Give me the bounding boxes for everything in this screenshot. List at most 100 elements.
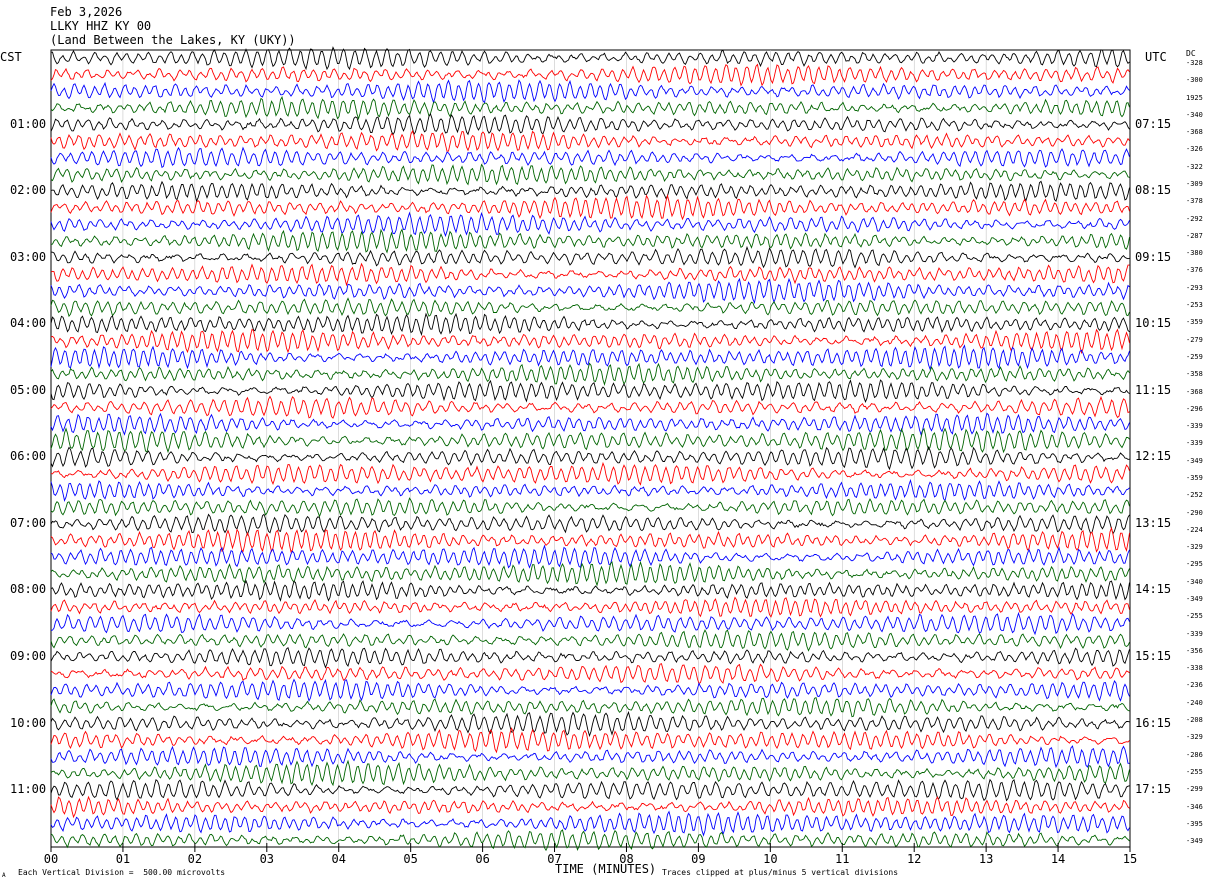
seismic-trace [50,710,1130,738]
dc-offset-value: -349 [1186,837,1203,846]
footer-mark: A [2,872,6,879]
left-timezone: CST [0,50,22,64]
x-tick-label: 07 [547,852,562,866]
dc-offset-value: -378 [1186,197,1203,206]
dc-offset-value: -339 [1186,439,1203,448]
dc-offset-value: -279 [1186,335,1203,344]
dc-offset-value: 1925 [1186,93,1203,102]
seismic-trace [50,163,1130,186]
right-hour-label: 16:15 [1135,715,1172,730]
x-tick-label: 01 [115,852,131,866]
x-tick-label: 08 [619,852,634,866]
dc-offset-value: -296 [1186,404,1203,413]
dc-offset-value: -326 [1186,145,1203,154]
dc-offset-value: -349 [1186,595,1203,604]
seismic-trace [50,596,1130,618]
x-axis-label: TIME (MINUTES) [555,862,657,876]
right-hour-label: 07:15 [1135,116,1172,131]
seismic-trace [50,647,1130,669]
dc-offset-value: -255 [1186,767,1203,776]
right-hour-label: 08:15 [1135,183,1172,198]
seismic-trace [50,445,1130,471]
plot-date: Feb 3,2026 [50,5,123,19]
left-hour-label: 06:00 [10,449,47,464]
seismic-trace [50,778,1130,802]
left-hour-label: 11:00 [10,782,47,797]
right-hour-label: 11:15 [1135,382,1172,397]
seismic-trace [50,427,1130,454]
seismic-trace [50,312,1130,337]
x-tick-label: 14 [1050,852,1066,866]
dc-offset-value: -340 [1186,110,1203,119]
dc-header: DC [1186,49,1196,58]
dc-offset-value: -346 [1186,802,1203,811]
seismic-trace [50,810,1130,837]
dc-offset-value: -359 [1186,473,1203,482]
seismic-trace [50,245,1130,269]
seismic-trace [50,228,1130,254]
dc-offset-value: -292 [1186,214,1203,223]
left-hour-label: 10:00 [10,715,47,730]
x-tick-label: 15 [1122,852,1138,866]
dc-offset-value: -259 [1186,352,1203,361]
x-tick-label: 11 [835,852,850,866]
dc-offset-value: -240 [1186,698,1203,707]
dc-offset-value: -293 [1186,283,1203,292]
dc-offset-value: -309 [1186,180,1203,189]
seismic-trace [50,211,1130,238]
seismic-trace [50,277,1130,305]
dc-offset-value: -287 [1186,231,1203,240]
dc-offset-value: -339 [1186,422,1203,431]
seismic-trace [50,180,1130,203]
seismic-trace [50,745,1130,769]
seismic-trace [50,497,1130,518]
right-hour-label: 10:15 [1135,316,1172,331]
seismic-trace [50,193,1130,221]
seismic-trace [50,461,1130,486]
seismic-trace [50,297,1130,318]
seismic-trace [50,513,1130,536]
seismic-trace [50,526,1130,553]
dc-offset-value: -329 [1186,543,1203,552]
x-tick-label: 06 [475,852,490,866]
seismic-trace [50,579,1130,602]
seismic-trace [50,611,1130,636]
dc-offset-value: -253 [1186,301,1203,310]
dc-offset-value: -340 [1186,577,1203,586]
seismic-trace [50,79,1130,104]
seismic-trace [50,544,1130,569]
x-tick-label: 03 [259,852,275,866]
seismic-trace [50,478,1130,502]
left-hour-label: 05:00 [10,382,47,397]
dc-offset-value: -359 [1186,318,1203,327]
dc-offset-value: -295 [1186,560,1203,569]
seismic-trace [50,112,1130,136]
footer-clip-note: Traces clipped at plus/minus 5 vertical … [662,868,899,877]
dc-offset-value: -349 [1186,456,1203,465]
seismic-trace [50,560,1130,587]
left-hour-label: 07:00 [10,515,47,530]
station-id: LLKY HHZ KY 00 [50,19,152,33]
dc-offset-value: -255 [1186,612,1203,621]
x-tick-label: 09 [691,852,706,866]
right-hour-label: 17:15 [1135,782,1172,797]
seismic-trace [50,759,1130,787]
x-tick-label: 00 [43,852,59,866]
dc-offset-value: -208 [1186,716,1203,725]
dc-offset-value: -236 [1186,681,1203,690]
dc-offset-value: -329 [1186,733,1203,742]
dc-offset-value: -338 [1186,664,1203,673]
dc-offset-value: -380 [1186,249,1203,258]
dc-offset-value: -322 [1186,162,1203,171]
dc-offset-value: -290 [1186,508,1203,517]
right-hour-label: 15:15 [1135,648,1172,663]
right-hour-label: 13:15 [1135,515,1172,530]
seismic-trace [50,362,1130,387]
seismic-trace [50,795,1130,819]
seismic-trace [50,663,1130,685]
seismic-trace [50,328,1130,355]
dc-offset-value: -328 [1186,59,1203,67]
right-hour-label: 12:15 [1135,449,1172,464]
seismic-trace [50,727,1130,754]
left-hour-label: 08:00 [10,582,47,597]
